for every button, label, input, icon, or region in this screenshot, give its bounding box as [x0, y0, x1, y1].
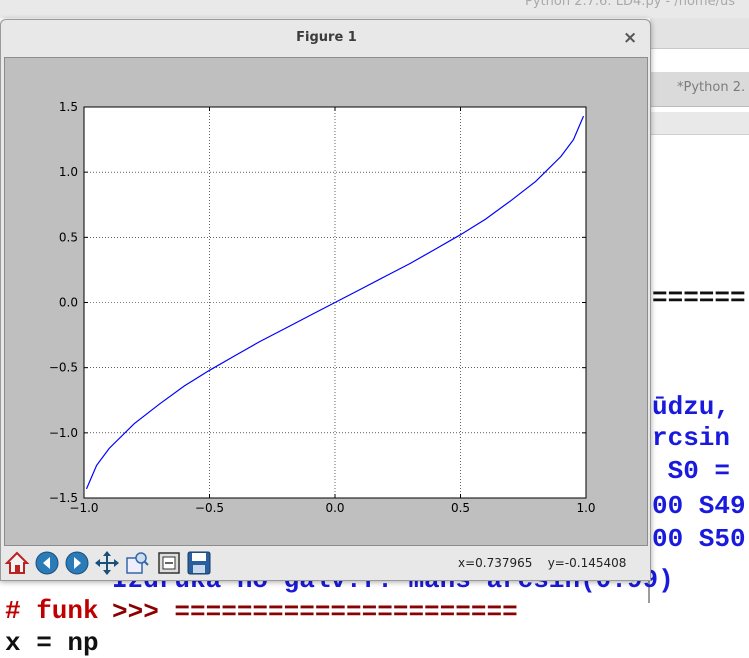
- shell-line-5: 00 S50: [652, 524, 746, 554]
- save-icon[interactable]: [186, 550, 212, 576]
- pan-icon[interactable]: [94, 550, 120, 576]
- zoom-icon[interactable]: [124, 550, 150, 576]
- editor-line-1: # funk: [5, 596, 99, 626]
- shell-line-2: rcsin: [652, 423, 731, 453]
- x-tick-label: 1.0: [576, 501, 595, 515]
- back-icon[interactable]: [34, 550, 60, 576]
- y-tick-label: −0.5: [49, 361, 78, 375]
- y-tick-label: −1.0: [49, 426, 78, 440]
- editor-pane[interactable]: [0, 580, 110, 655]
- coordinate-x: x=0.737965: [458, 556, 533, 570]
- subplots-icon[interactable]: [156, 550, 182, 576]
- background-tab-label[interactable]: *Python 2.: [677, 80, 746, 95]
- close-icon[interactable]: ×: [623, 28, 638, 48]
- shell-line-4: 00 S49: [652, 491, 746, 521]
- shell-line-1: ūdzu,: [652, 392, 731, 422]
- background-toolbar: [650, 18, 749, 49]
- series-group: [85, 115, 585, 490]
- coordinate-readout: x=0.737965 y=-0.145408: [458, 556, 626, 570]
- x-tick-label: −0.5: [195, 501, 224, 515]
- background-tab[interactable]: [650, 72, 749, 107]
- forward-icon[interactable]: [64, 550, 90, 576]
- shell-line-3: S0 =: [652, 456, 731, 486]
- y-tick-label: 0.0: [59, 296, 78, 310]
- background-window-title: Python 2.7.6: LD4.py - /home/us: [525, 0, 735, 9]
- x-tick-label: −1.0: [69, 501, 98, 515]
- shell-separator: ======: [652, 283, 746, 313]
- y-tick-label: 1.0: [59, 165, 78, 179]
- series-line-0: [85, 115, 585, 490]
- coordinate-y: y=-0.145408: [547, 556, 627, 570]
- figure-window: Figure 1 × −1.0 −0.5 0.0 0.5 1.0 1.5 1.0 0.5 0.0…: [0, 19, 651, 581]
- y-tick-label: −1.5: [49, 491, 78, 505]
- axis-ticks: −1.0 −0.5 0.0 0.5 1.01.51.00.50.0−0.5−1.0−1.…: [49, 100, 596, 515]
- editor-line-2: x = np: [5, 628, 99, 658]
- background-stripe: [650, 112, 749, 135]
- figure-title: Figure 1: [296, 30, 357, 45]
- plot-canvas[interactable]: −1.0 −0.5 0.0 0.5 1.0 1.5 1.0 0.5 0.0 −0.5 −1.0 −1.…: [4, 57, 648, 546]
- home-icon[interactable]: [4, 550, 30, 576]
- y-tick-label: 1.5: [59, 100, 78, 114]
- x-tick-label: 0.0: [325, 501, 344, 515]
- x-tick-label: 0.5: [451, 501, 470, 515]
- figure-toolbar: [3, 549, 649, 579]
- background-titlebar: [0, 0, 749, 18]
- shell-prompt[interactable]: >>> ======================: [112, 597, 518, 627]
- plot-svg: −1.0 −0.5 0.0 0.5 1.01.51.00.50.0−0.5−1.0−1.…: [49, 100, 596, 515]
- y-tick-label: 0.5: [59, 230, 78, 244]
